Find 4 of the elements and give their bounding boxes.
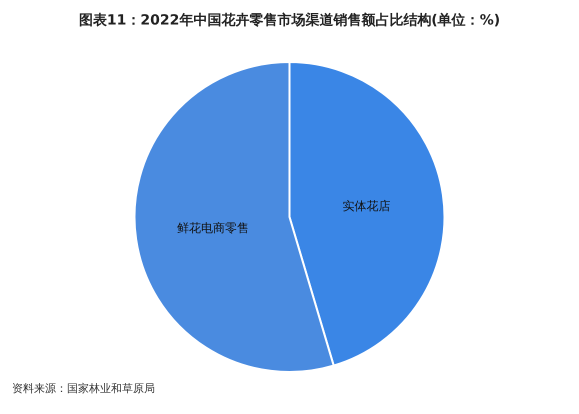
slice-label: 鲜花电商零售 xyxy=(176,221,249,236)
chart-title: 图表11：2022年中国花卉零售市场渠道销售额占比结构(单位：%) xyxy=(78,11,500,28)
slice-label: 实体花店 xyxy=(342,198,391,213)
text: 资料来源：国家林业和草原局 xyxy=(12,382,155,395)
